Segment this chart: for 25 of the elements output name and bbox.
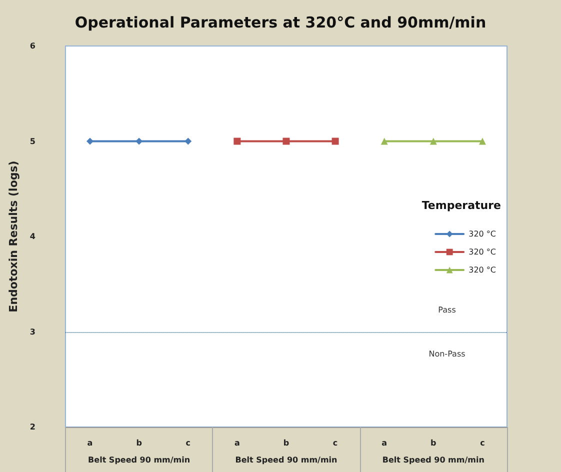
chart-title: Operational Parameters at 320°C and 90mm/min	[74, 14, 486, 32]
y-tick-label: 3	[30, 327, 36, 336]
x-tick-label: c	[186, 438, 191, 448]
x-tick-label: b	[136, 438, 142, 448]
y-tick-label: 5	[30, 136, 36, 146]
x-tick-label: a	[234, 438, 240, 448]
y-tick-label: 4	[30, 232, 36, 241]
legend-label: 320 °C	[468, 248, 496, 256]
text: Belt Speed 90 mm/min	[88, 456, 190, 464]
x-tick-label: a	[382, 438, 388, 448]
legend-title: Temperature	[422, 199, 502, 212]
x-tick-label: b	[430, 438, 437, 448]
y-axis-title: Endotoxin Results (logs)	[7, 160, 20, 312]
annotation: Non-Pass	[428, 349, 466, 358]
text: Belt Speed 90 mm/min	[382, 456, 485, 464]
y-tick-label: 2	[30, 422, 36, 432]
x-tick-label: c	[332, 438, 338, 448]
text: Belt Speed 90 mm/min	[235, 456, 338, 464]
annotation: Pass	[438, 305, 456, 314]
y-tick-label: 6	[30, 42, 36, 50]
x-tick-label: c	[480, 438, 486, 448]
legend-label: 320 °C	[468, 266, 496, 274]
x-tick-label: b	[283, 438, 290, 448]
legend-label: 320 °C	[468, 230, 496, 238]
x-tick-label: a	[87, 438, 93, 448]
